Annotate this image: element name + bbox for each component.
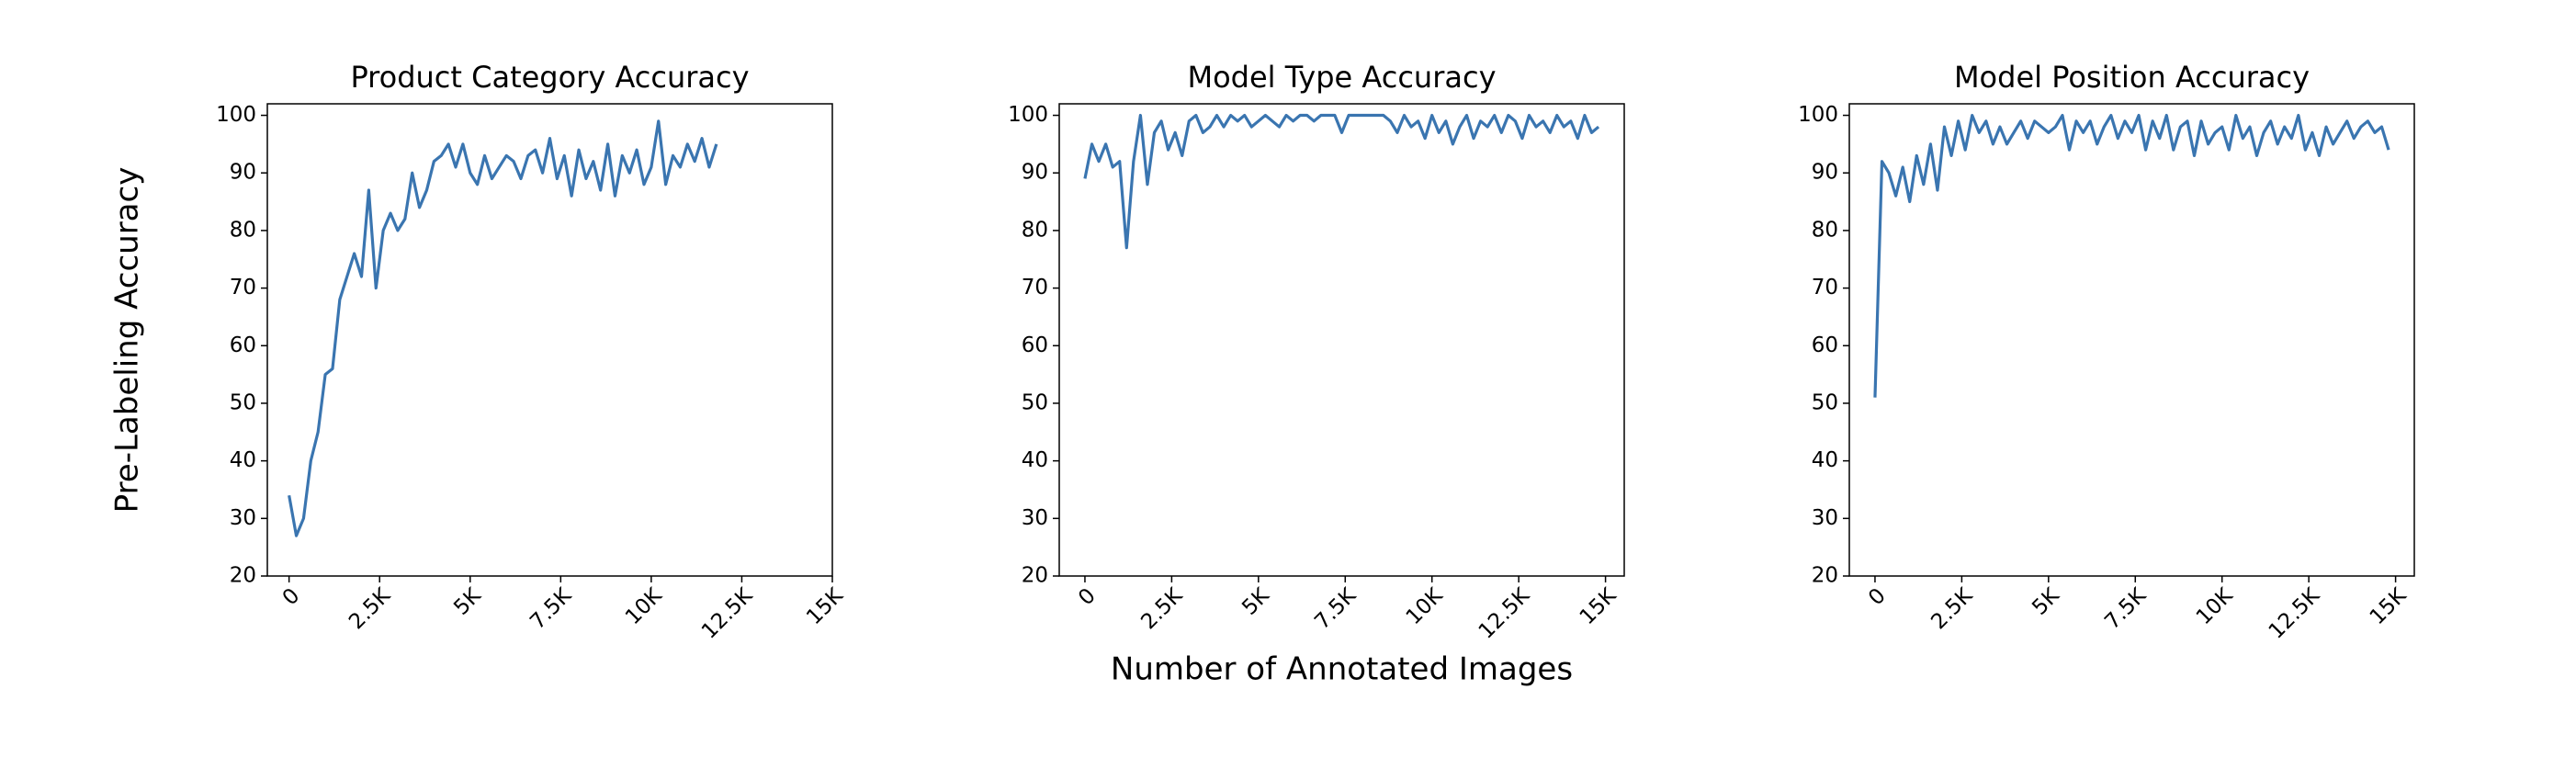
y-tick-label: 40 (230, 448, 256, 472)
data-line (1873, 113, 2390, 398)
axes-frame (1058, 103, 1625, 577)
y-tick-label: 80 (230, 218, 256, 242)
x-tick-label: 15K (1576, 583, 1621, 629)
axes-frame (1848, 103, 2415, 577)
y-tick-label: 60 (230, 333, 256, 357)
x-tick-label: 2.5K (345, 583, 396, 635)
x-tick-label: 7.5K (1310, 583, 1361, 635)
y-tick-label: 20 (230, 564, 256, 588)
y-tick-label: 80 (1812, 218, 1838, 242)
x-tick-label: 10K (2192, 583, 2238, 629)
y-tick-label: 70 (230, 276, 256, 299)
x-tick-label: 7.5K (525, 583, 577, 635)
y-tick-label: 100 (1798, 103, 1838, 127)
y-tick-label: 100 (1008, 103, 1048, 127)
y-tick-label: 40 (1022, 448, 1048, 472)
y-tick-label: 30 (1022, 506, 1048, 530)
y-tick-label: 30 (1812, 506, 1838, 530)
x-tick-label: 12.5K (697, 583, 758, 644)
data-line (288, 119, 718, 537)
y-tick-label: 90 (230, 161, 256, 185)
chart-title: Model Type Accuracy (1187, 60, 1496, 95)
x-tick-label: 0 (1074, 583, 1101, 610)
y-tick-label: 60 (1022, 333, 1048, 357)
x-tick-label: 12.5K (2265, 583, 2325, 644)
y-tick-label: 60 (1812, 333, 1838, 357)
chart-title: Model Position Accuracy (1954, 60, 2310, 95)
x-tick-label: 5K (1237, 583, 1274, 620)
y-axis-label: Pre-Labeling Accuracy (109, 167, 146, 514)
x-tick-label: 10K (1402, 583, 1448, 629)
y-tick-label: 30 (230, 506, 256, 530)
x-tick-label: 2.5K (1136, 583, 1188, 635)
x-tick-label: 0 (278, 583, 305, 610)
x-tick-label: 5K (449, 583, 486, 620)
y-tick-label: 50 (230, 390, 256, 414)
y-tick-label: 90 (1812, 161, 1838, 185)
x-tick-label: 5K (2028, 583, 2064, 620)
y-tick-label: 20 (1022, 564, 1048, 588)
y-tick-label: 80 (1022, 218, 1048, 242)
y-tick-label: 70 (1022, 276, 1048, 299)
x-tick-label: 12.5K (1474, 583, 1535, 644)
x-tick-label: 0 (1864, 583, 1891, 610)
x-axis-label: Number of Annotated Images (1111, 651, 1573, 688)
y-tick-label: 100 (216, 103, 256, 127)
data-line (1083, 113, 1600, 250)
y-tick-label: 40 (1812, 448, 1838, 472)
chart-title: Product Category Accuracy (350, 60, 749, 95)
x-tick-label: 15K (2366, 583, 2412, 629)
y-tick-label: 50 (1022, 390, 1048, 414)
y-tick-label: 20 (1812, 564, 1838, 588)
x-tick-label: 15K (802, 583, 848, 629)
x-tick-label: 2.5K (1926, 583, 1978, 635)
y-tick-label: 70 (1812, 276, 1838, 299)
axes-frame (266, 103, 833, 577)
y-tick-label: 90 (1022, 161, 1048, 185)
x-tick-label: 10K (621, 583, 667, 629)
y-tick-label: 50 (1812, 390, 1838, 414)
x-tick-label: 7.5K (2100, 583, 2152, 635)
